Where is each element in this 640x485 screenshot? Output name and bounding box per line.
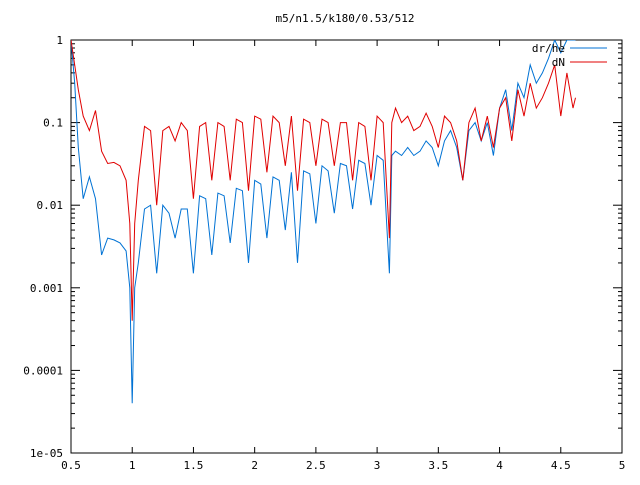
plot-frame <box>70 39 623 454</box>
series-line-dr-he <box>71 40 576 404</box>
x-axis: 0.5 1 1.5 2 2.5 3 3.5 4 4.5 5 <box>61 40 625 472</box>
legend-label: dN <box>552 56 565 69</box>
x-tick-label: 3 <box>374 459 381 472</box>
x-tick-label: 3.5 <box>428 459 448 472</box>
y-tick-label: 0.0001 <box>23 364 63 377</box>
series-line-dn <box>71 40 576 321</box>
chart-title: m5/n1.5/k180/0.53/512 <box>275 12 414 25</box>
y-tick-label: 0.001 <box>30 282 63 295</box>
x-tick-label: 1 <box>129 459 136 472</box>
legend-label: dr/he <box>532 42 565 55</box>
y-tick-label: 1 <box>56 34 63 47</box>
series-layer <box>71 40 576 404</box>
x-tick-label: 2 <box>251 459 258 472</box>
y-tick-label: 0.01 <box>37 199 64 212</box>
y-tick-label: 0.1 <box>43 117 63 130</box>
x-tick-label: 0.5 <box>61 459 81 472</box>
x-tick-label: 1.5 <box>184 459 204 472</box>
y-tick-label: 1e-05 <box>30 447 63 460</box>
x-tick-label: 4.5 <box>551 459 571 472</box>
y-axis: 1e-05 0.0001 0.001 0.01 0.1 1 <box>23 34 622 460</box>
x-tick-label: 5 <box>619 459 626 472</box>
x-tick-label: 4 <box>496 459 503 472</box>
x-tick-label: 2.5 <box>306 459 326 472</box>
